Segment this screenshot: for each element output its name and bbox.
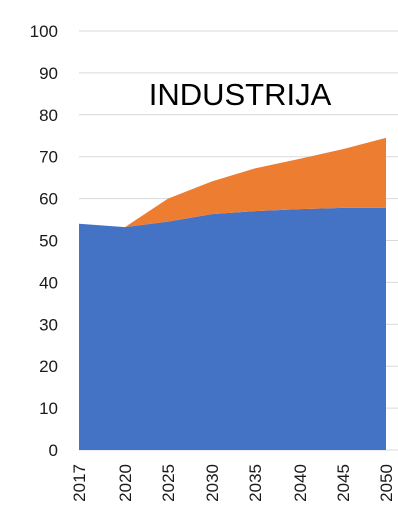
x-tick-label: 2040 xyxy=(291,464,310,502)
y-tick-label: 90 xyxy=(39,64,58,83)
y-tick-label: 20 xyxy=(39,357,58,376)
y-tick-label: 50 xyxy=(39,232,58,251)
area-series-1 xyxy=(79,207,386,450)
x-tick-label: 2050 xyxy=(377,464,396,502)
y-tick-label: 0 xyxy=(49,441,58,460)
y-tick-label: 40 xyxy=(39,273,58,292)
x-tick-label: 2017 xyxy=(70,464,89,502)
y-tick-label: 70 xyxy=(39,148,58,167)
area-series-2 xyxy=(79,137,386,228)
y-tick-label: 10 xyxy=(39,399,58,418)
x-axis-tick-labels: 2017 2020 2025 2030 2035 2040 2045 2050 xyxy=(70,464,396,502)
x-tick-label: 2035 xyxy=(246,464,265,502)
area-series xyxy=(79,137,386,450)
y-tick-label: 60 xyxy=(39,190,58,209)
y-tick-label: 30 xyxy=(39,315,58,334)
x-tick-label: 2020 xyxy=(116,464,135,502)
x-tick-label: 2025 xyxy=(159,464,178,502)
y-tick-label: 80 xyxy=(39,106,58,125)
y-axis-tick-labels: 0 10 20 30 40 50 60 70 80 90 100 xyxy=(30,22,58,460)
x-tick-label: 2030 xyxy=(203,464,222,502)
chart-title: INDUSTRIJA xyxy=(149,77,332,112)
x-tick-label: 2045 xyxy=(334,464,353,502)
y-tick-label: 100 xyxy=(30,22,58,41)
